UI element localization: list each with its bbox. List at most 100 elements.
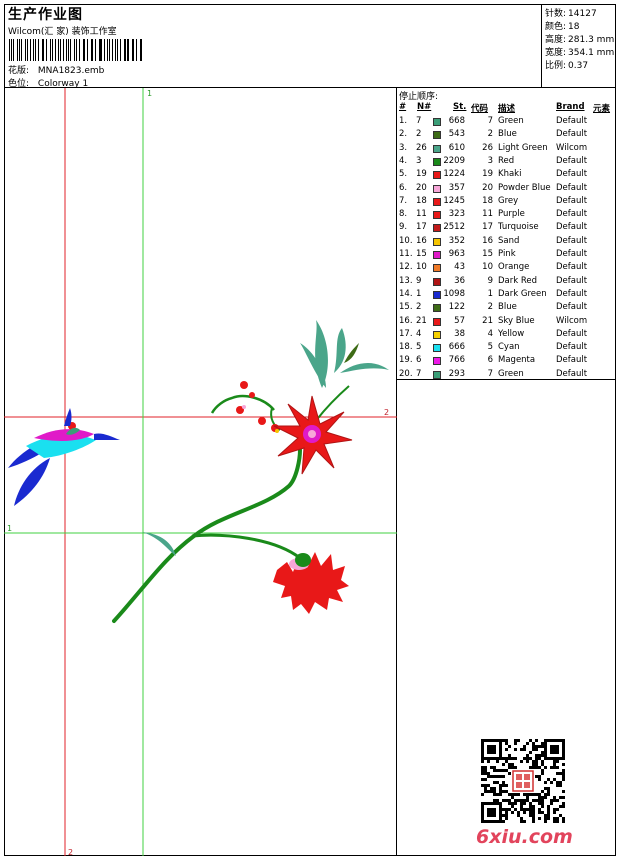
col-header-needle: N# (417, 102, 432, 112)
row-brand: Wilcom (556, 315, 588, 326)
row-brand: Default (556, 368, 588, 379)
row-description: Red (498, 155, 515, 166)
row-brand: Default (556, 342, 588, 353)
row-stitches: 543 (448, 129, 465, 140)
row-description: Khaki (498, 169, 522, 180)
row-needle: 17 (416, 222, 427, 233)
table-row: 4. 3 2209 3 Red Default (397, 156, 616, 169)
color-swatch (433, 197, 441, 206)
row-description: Green (498, 116, 524, 126)
row-stitches: 57 (454, 315, 465, 326)
row-code: 3 (487, 155, 493, 166)
table-row: 20. 7 293 7 Green Default (397, 369, 616, 382)
row-number: 18. (399, 342, 413, 353)
table-row: 7. 18 1245 18 Grey Default (397, 196, 616, 209)
row-number: 16. (399, 315, 413, 326)
row-brand: Default (556, 355, 588, 366)
colorway-value: Colorway 1 (37, 79, 89, 89)
row-description: Green (498, 368, 524, 379)
embroidery-design: 1 1 2 2 (4, 88, 397, 856)
row-description: Yellow (498, 328, 525, 339)
row-description: Orange (498, 262, 530, 273)
row-number: 20. (399, 368, 413, 379)
row-brand: Default (556, 129, 588, 140)
row-brand: Default (556, 262, 588, 273)
col-header-no: # (399, 102, 407, 112)
row-stitches: 668 (448, 116, 465, 126)
table-row: 14. 1 1098 1 Dark Green Default (397, 289, 616, 302)
row-description: Sand (498, 235, 520, 246)
row-description: Magenta (498, 355, 536, 366)
color-swatch (433, 184, 441, 193)
berry (236, 406, 244, 414)
table-row: 13. 9 36 9 Dark Red Default (397, 276, 616, 289)
berry (258, 417, 266, 425)
leaf (340, 362, 389, 373)
row-code: 19 (482, 169, 493, 180)
row-description: Purple (498, 209, 525, 220)
row-description: Pink (498, 249, 516, 259)
row-code: 10 (482, 262, 493, 273)
row-needle: 1 (416, 288, 422, 299)
table-row: 17. 4 38 4 Yellow Default (397, 329, 616, 342)
row-stitches: 2209 (443, 155, 465, 166)
row-brand: Default (556, 209, 588, 220)
color-swatch (433, 344, 441, 353)
row-description: Blue (498, 302, 517, 313)
colorway-label: 色位: (8, 79, 30, 89)
row-number: 9. (399, 222, 408, 233)
color-swatch (433, 251, 441, 259)
row-code: 7 (487, 116, 493, 126)
row-needle: 6 (416, 355, 422, 366)
row-code: 6 (487, 355, 493, 366)
color-swatch (433, 370, 441, 379)
row-description: Turquoise (498, 222, 539, 233)
row-needle: 16 (416, 235, 427, 246)
col-header-code: 代码 (471, 104, 489, 114)
row-stitches: 36 (454, 275, 465, 286)
table-row: 9. 17 2512 17 Turquoise Default (397, 222, 616, 235)
row-stitches: 610 (448, 142, 465, 153)
row-code: 7 (487, 368, 493, 379)
guide-label: 1 (7, 524, 12, 533)
berry (240, 381, 248, 389)
lower-flower (273, 552, 349, 614)
row-number: 10. (399, 235, 413, 246)
row-brand: Default (556, 182, 588, 193)
col-header-desc: 描述 (498, 104, 516, 114)
design-file: 花版: MNA1823.emb (8, 63, 104, 76)
color-swatch (433, 277, 441, 286)
row-description: Blue (498, 129, 517, 140)
table-row: 5. 19 1224 19 Khaki Default (397, 169, 616, 182)
row-needle: 15 (416, 249, 427, 259)
color-swatch (433, 144, 441, 153)
color-swatch (433, 264, 441, 273)
row-stitches: 352 (448, 235, 465, 246)
color-swatch (433, 118, 441, 126)
row-number: 6. (399, 182, 408, 193)
row-stitches: 963 (448, 249, 465, 259)
row-stitches: 766 (448, 355, 465, 366)
row-stitches: 38 (454, 328, 465, 339)
row-stitches: 43 (454, 262, 465, 273)
row-code: 21 (482, 315, 493, 326)
design-canvas: 1 1 2 2 (4, 88, 397, 856)
row-needle: 19 (416, 169, 427, 180)
row-brand: Default (556, 302, 588, 313)
row-code: 9 (487, 275, 493, 286)
row-description: Powder Blue (498, 182, 551, 193)
page-frame (4, 4, 616, 856)
design-height: 高度: 281.3 mm (545, 35, 615, 45)
row-needle: 21 (416, 315, 427, 326)
row-needle: 18 (416, 195, 427, 206)
table-row: 11. 15 963 15 Pink Default (397, 249, 616, 262)
sequence-title: 停止顺序: (399, 92, 439, 102)
row-number: 5. (399, 169, 408, 180)
leaf (315, 320, 328, 388)
table-row: 1. 7 668 7 Green Default (397, 116, 616, 129)
table-row: 3. 26 610 26 Light Green Wilcom (397, 143, 616, 156)
barcode-icon (9, 39, 144, 61)
row-brand: Default (556, 288, 588, 299)
table-row: 12. 10 43 10 Orange Default (397, 262, 616, 275)
stem-branch (191, 533, 301, 560)
